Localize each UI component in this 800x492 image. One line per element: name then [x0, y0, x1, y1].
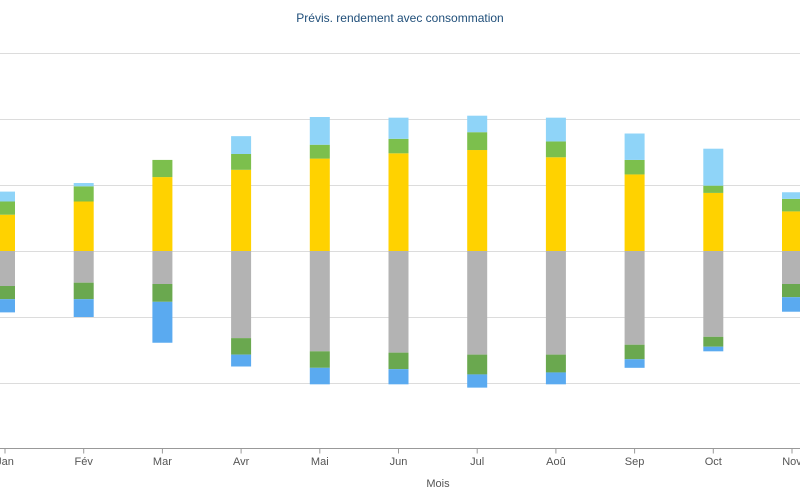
bar-segment-positive-2 — [309, 144, 330, 159]
bar-segment-negative-3 — [152, 301, 173, 343]
bar-segment-negative-1 — [545, 251, 566, 355]
bar-segment-positive-1 — [545, 157, 566, 251]
bar-segment-negative-3 — [231, 354, 252, 367]
bar-segment-negative-2 — [545, 354, 566, 373]
bar-segment-positive-2 — [0, 201, 15, 215]
x-tick-label: Jun — [390, 456, 408, 468]
bar-segment-negative-1 — [231, 251, 252, 339]
bar-segment-negative-2 — [467, 354, 488, 375]
bar-segment-negative-2 — [152, 284, 173, 302]
x-tick-label: Oct — [705, 456, 722, 468]
bar-segment-positive-2 — [624, 159, 645, 175]
bar-segment-positive-2 — [545, 141, 566, 158]
x-tick-label: Mar — [153, 456, 172, 468]
bars — [0, 115, 800, 388]
bar-segment-positive-3 — [624, 133, 645, 160]
bar-segment-positive-1 — [231, 169, 252, 251]
bar-segment-negative-2 — [624, 344, 645, 360]
bar-segment-positive-2 — [152, 159, 173, 178]
bar-segment-negative-1 — [73, 251, 94, 283]
bar-segment-positive-1 — [0, 214, 15, 251]
bar-segment-positive-2 — [388, 138, 409, 154]
bar-segment-positive-3 — [73, 183, 94, 187]
bar-segment-negative-3 — [309, 367, 330, 385]
bar-segment-positive-1 — [309, 158, 330, 251]
x-tick-label: Nov — [782, 456, 800, 468]
bar-segment-positive-1 — [467, 150, 488, 251]
bar-segment-positive-1 — [73, 201, 94, 251]
bar-segment-negative-3 — [545, 372, 566, 385]
bar-segment-positive-3 — [467, 115, 488, 133]
bar-segment-negative-2 — [782, 284, 800, 298]
x-tick-labels: Jan Fév Mar Avr Mai Jun Jul Aoû Sep Oct Nov — [0, 448, 800, 468]
bar-segment-positive-1 — [152, 177, 173, 251]
bar-segment-positive-2 — [703, 185, 724, 193]
bar-segment-negative-2 — [388, 352, 409, 370]
bar-segment-negative-2 — [309, 351, 330, 368]
bar-segment-negative-1 — [388, 251, 409, 353]
bar-segment-negative-3 — [782, 297, 800, 312]
bar-segment-positive-3 — [545, 117, 566, 142]
bar-segment-negative-3 — [388, 369, 409, 385]
bar-segment-negative-1 — [703, 251, 724, 337]
bar-segment-negative-3 — [624, 359, 645, 368]
bar-segment-negative-3 — [0, 299, 15, 313]
bar-segment-positive-1 — [388, 153, 409, 251]
x-tick-label: Jul — [470, 456, 484, 468]
bar-segment-positive-1 — [782, 211, 800, 251]
bar-segment-negative-1 — [782, 251, 800, 284]
bar-segment-positive-1 — [703, 192, 724, 251]
x-tick-label: Fév — [75, 456, 94, 468]
bar-segment-positive-2 — [231, 153, 252, 170]
bar-segment-negative-3 — [73, 299, 94, 317]
bar-segment-positive-3 — [388, 117, 409, 139]
bar-segment-negative-1 — [467, 251, 488, 355]
bar-segment-positive-3 — [309, 117, 330, 145]
bar-segment-negative-1 — [309, 251, 330, 352]
x-tick-label: Sep — [625, 456, 645, 468]
bar-segment-positive-3 — [231, 136, 252, 154]
bar-segment-negative-3 — [703, 346, 724, 352]
bar-segment-negative-3 — [467, 374, 488, 388]
x-tick-label: Avr — [233, 456, 250, 468]
bar-segment-positive-2 — [782, 198, 800, 212]
bar-segment-negative-1 — [0, 251, 15, 286]
bar-segment-negative-2 — [0, 285, 15, 300]
chart-title: Prévis. rendement avec consommation — [296, 11, 504, 25]
bar-segment-negative-1 — [624, 251, 645, 345]
bar-segment-negative-1 — [152, 251, 173, 284]
bar-segment-positive-2 — [73, 186, 94, 202]
bar-segment-negative-2 — [703, 336, 724, 347]
bar-segment-negative-2 — [231, 338, 252, 355]
bar-segment-negative-2 — [73, 282, 94, 300]
bar-segment-positive-3 — [0, 191, 15, 202]
bar-segment-positive-3 — [703, 148, 724, 186]
x-tick-label: Aoû — [546, 456, 566, 468]
x-axis-title: Mois — [426, 478, 450, 490]
x-tick-label: Mai — [311, 456, 329, 468]
bar-segment-positive-3 — [782, 192, 800, 199]
bar-segment-positive-1 — [624, 174, 645, 251]
x-tick-label: Jan — [0, 456, 14, 468]
bar-segment-positive-2 — [467, 132, 488, 151]
